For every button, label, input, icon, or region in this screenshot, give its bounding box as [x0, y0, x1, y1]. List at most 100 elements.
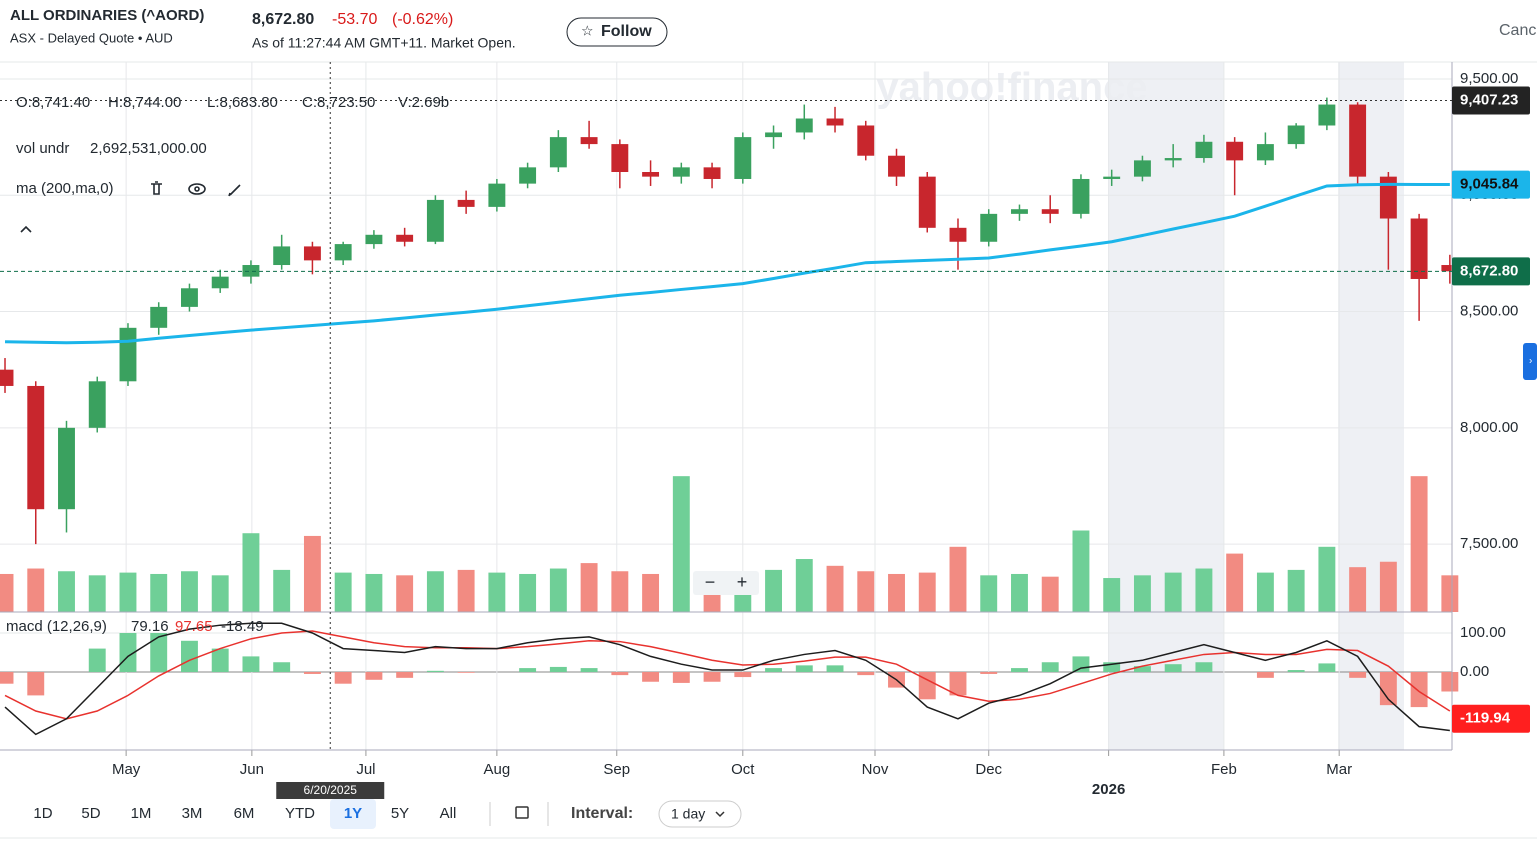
volume-bar: [672, 476, 690, 612]
candle-body: [519, 167, 537, 184]
x-tick-label: Mar: [1326, 761, 1352, 778]
volume-bar: [27, 568, 45, 612]
macd-histogram-bar: [826, 665, 844, 672]
macd-histogram-bar: [549, 666, 567, 672]
macd-histogram-bar: [457, 671, 475, 673]
candle-body: [396, 234, 414, 242]
x-tick-label: Aug: [484, 761, 511, 778]
range-button[interactable]: 1M: [131, 805, 152, 822]
macd-histogram-bar: [426, 670, 444, 672]
range-button[interactable]: 6M: [234, 805, 255, 822]
volume-bar: [334, 572, 352, 612]
macd-histogram-bar: [1287, 670, 1305, 672]
macd-histogram-bar: [1011, 668, 1028, 672]
candle-body: [918, 176, 936, 228]
macd-histogram-bar: [119, 632, 137, 672]
macd-value: 79.16: [131, 618, 169, 635]
macd-histogram-bar: [1410, 671, 1428, 708]
volume-bar: [1133, 575, 1151, 612]
volume-bar: [1041, 576, 1059, 612]
legend-low: L:8,683.80: [207, 94, 278, 111]
macd-histogram-bar: [1041, 662, 1059, 672]
macd-histogram-bar: [765, 668, 782, 672]
candle-body: [1287, 125, 1305, 145]
range-button[interactable]: 5Y: [391, 805, 409, 822]
side-tab[interactable]: [1523, 343, 1537, 380]
ma-tools[interactable]: [20, 181, 241, 233]
x-tick-label: Oct: [731, 761, 755, 778]
macd-histogram-bar: [211, 648, 229, 672]
watermark: yahoo!finance: [876, 66, 1147, 110]
volume-bar: [1072, 530, 1090, 612]
candle-body: [765, 132, 782, 138]
range-button[interactable]: YTD: [285, 805, 315, 822]
candle-body: [703, 167, 721, 179]
marks: [0, 97, 1459, 736]
zoom-out[interactable]: −: [705, 572, 716, 592]
change-pct: (-0.62%): [392, 11, 453, 28]
macd-histogram-bar: [949, 671, 967, 696]
y-tick-label: 8,000.00: [1460, 419, 1518, 436]
y-tick-label: 100.00: [1460, 624, 1506, 641]
y-tick-label: 9,500.00: [1460, 70, 1518, 87]
range-button[interactable]: 1Y: [344, 805, 362, 822]
crosshair-x-badge: [276, 782, 385, 799]
macd-badge: [1452, 704, 1530, 733]
volume-bar: [826, 565, 844, 612]
candle-body: [1164, 158, 1182, 161]
candle-body: [857, 125, 875, 156]
grid: [0, 62, 1452, 756]
vol-value: 2,692,531,000.00: [90, 140, 207, 157]
volume-bar: [1164, 572, 1182, 612]
volume-bar: [918, 572, 936, 612]
candle-body: [119, 327, 137, 382]
macd-histogram-bar: [519, 668, 537, 672]
candle-body: [58, 427, 75, 510]
price-badge: [1452, 257, 1530, 286]
signal-value: 97.65: [175, 618, 213, 635]
year-label: 2026: [1092, 781, 1125, 798]
hist-value: -18.49: [221, 618, 264, 635]
follow-button[interactable]: [566, 17, 668, 47]
candle-body: [580, 137, 598, 145]
volume-bar: [242, 533, 260, 612]
volume-bar: [119, 572, 137, 612]
macd-histogram-bar: [1441, 671, 1459, 692]
x-tick-label: Dec: [975, 761, 1002, 778]
volume-bar: [580, 563, 598, 612]
subtitle: ASX - Delayed Quote • AUD: [10, 30, 173, 45]
macd-histogram-bar: [1379, 671, 1397, 706]
legend-close: C:8,723.50: [302, 94, 375, 111]
candle-body: [88, 381, 106, 428]
zoom-in[interactable]: +: [737, 572, 748, 592]
range-button[interactable]: All: [440, 805, 457, 822]
macd-histogram-bar: [642, 671, 660, 682]
range-button[interactable]: 5D: [81, 805, 100, 822]
price-badge-label: 8,672.80: [1460, 262, 1518, 279]
zoom-controls[interactable]: [693, 571, 759, 595]
candle-body: [1195, 141, 1213, 159]
candle-body: [365, 234, 383, 245]
ma-line: [4, 182, 1450, 345]
candle-body: [888, 155, 905, 177]
interval-select[interactable]: [658, 800, 742, 828]
volume-bar: [273, 569, 291, 612]
volume-bar: [888, 573, 905, 612]
crosshair-y-badge: [1452, 86, 1530, 115]
y-tick-label: 0.00: [1460, 663, 1489, 680]
macd-histogram-bar: [273, 662, 291, 672]
volume-bar: [88, 575, 106, 612]
ma-badge: [1452, 170, 1530, 199]
calendar-icon[interactable]: [515, 806, 529, 819]
volume-bar: [1349, 567, 1367, 612]
crosshair-x-label: 6/20/2025: [304, 783, 358, 797]
signal-line: [4, 630, 1451, 720]
range-button[interactable]: 1D: [33, 805, 52, 822]
range-button[interactable]: 3M: [182, 805, 203, 822]
macd-histogram-bar: [334, 671, 352, 684]
macd-histogram-bar: [1103, 662, 1121, 672]
x-tick-label: Feb: [1211, 761, 1237, 778]
candle-body: [1103, 176, 1121, 179]
x-tick-label: May: [112, 761, 141, 778]
candle-body: [211, 276, 229, 289]
